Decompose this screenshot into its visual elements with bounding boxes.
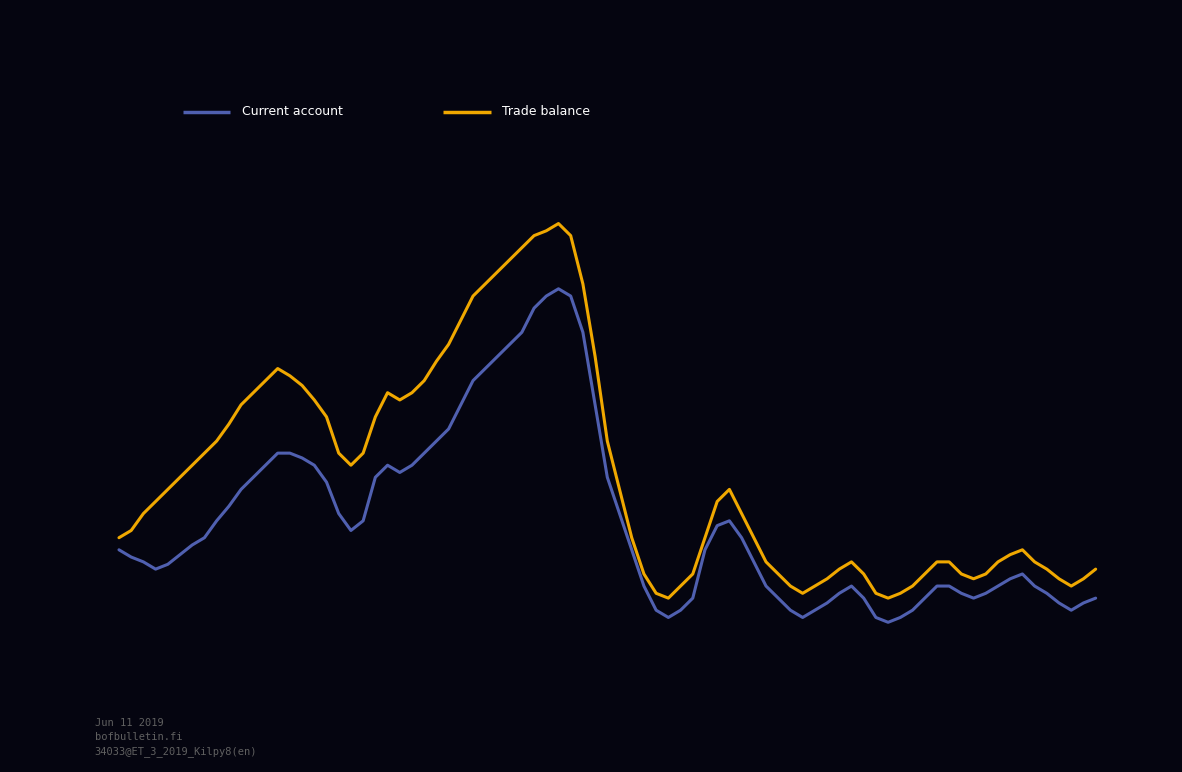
Text: Trade balance: Trade balance: [502, 106, 590, 118]
Text: Jun 11 2019
bofbulletin.fi
34033@ET_3_2019_Kilpy8(en): Jun 11 2019 bofbulletin.fi 34033@ET_3_20…: [95, 718, 256, 757]
Text: Current account: Current account: [242, 106, 343, 118]
